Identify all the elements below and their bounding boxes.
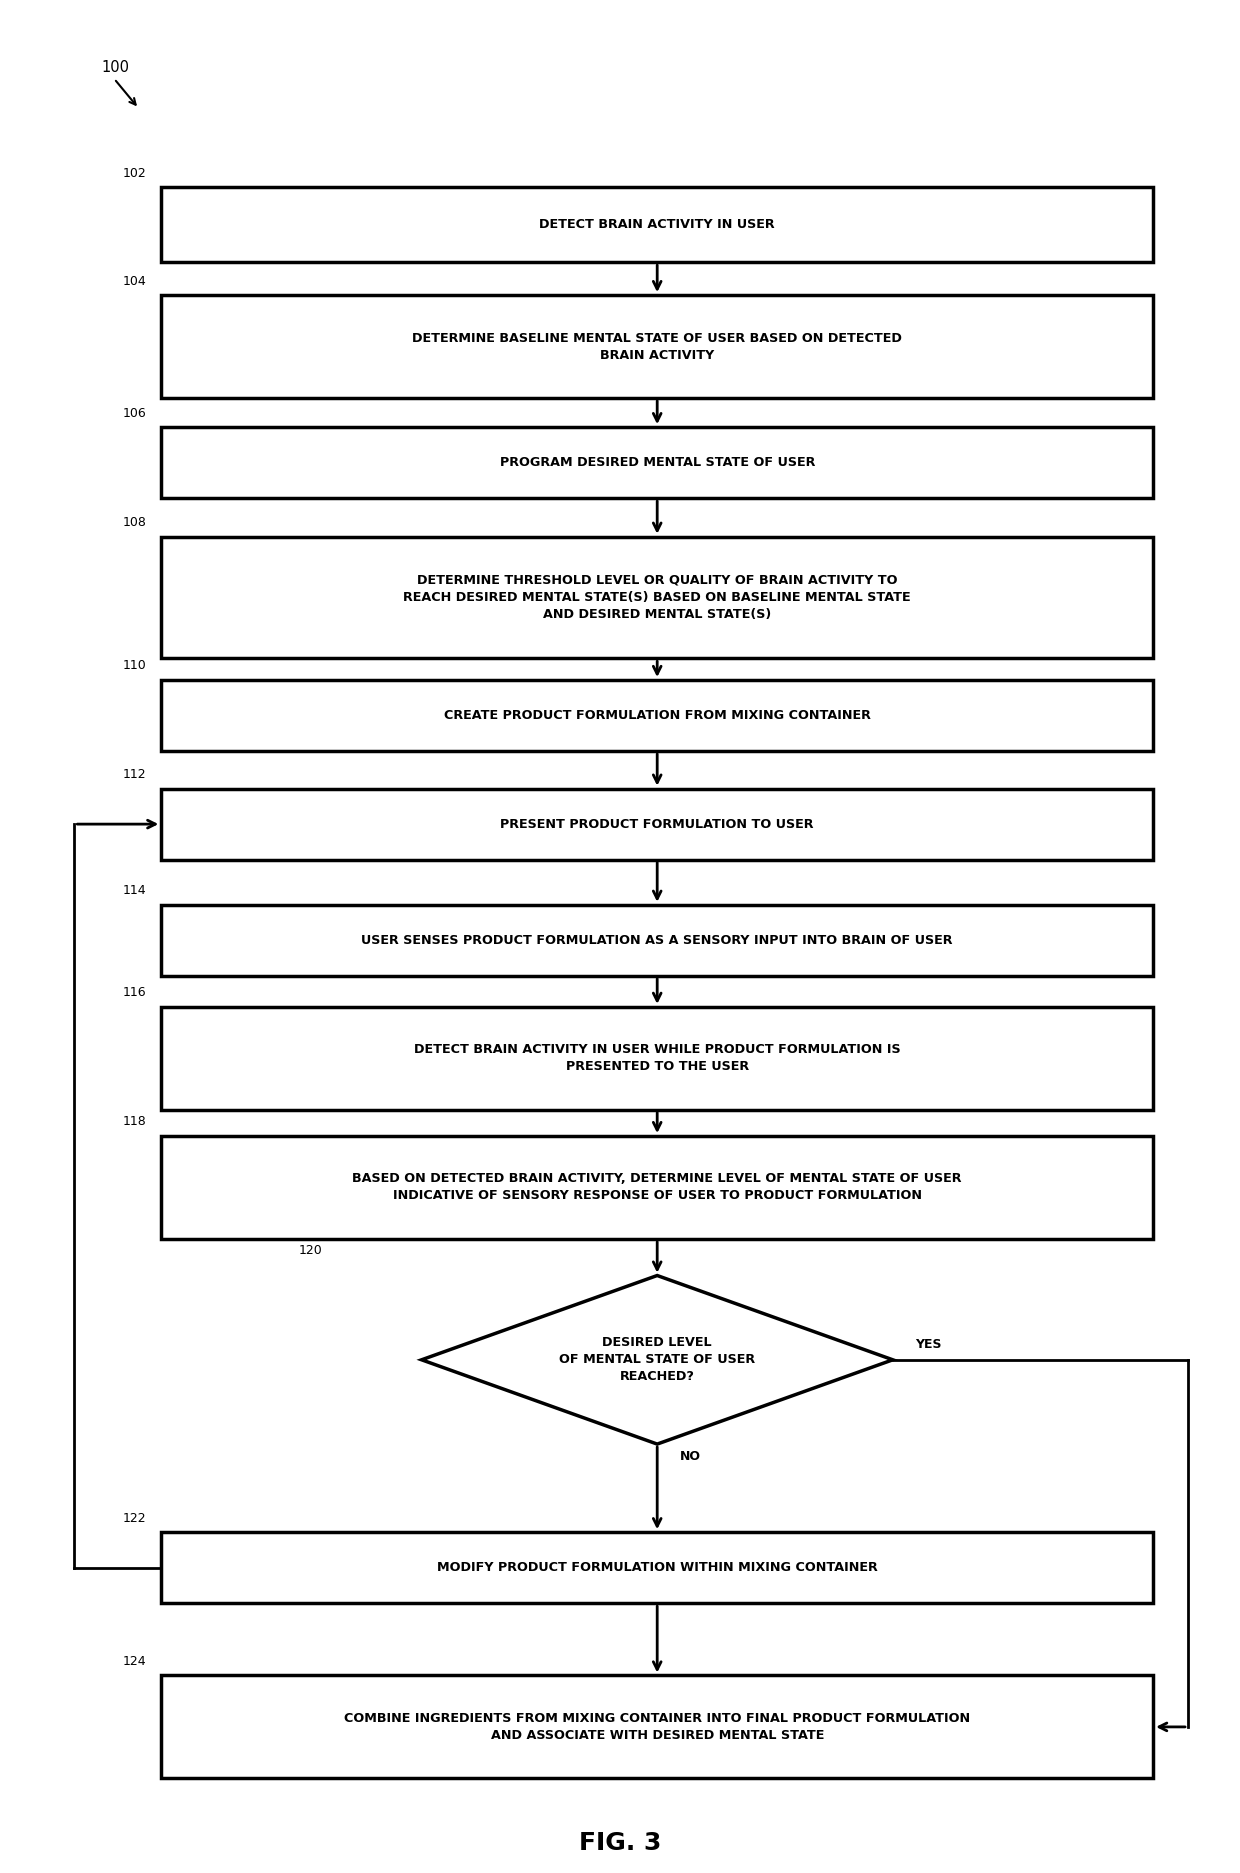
Text: CREATE PRODUCT FORMULATION FROM MIXING CONTAINER: CREATE PRODUCT FORMULATION FROM MIXING C… [444, 710, 870, 721]
Text: NO: NO [680, 1450, 701, 1463]
Text: DESIRED LEVEL
OF MENTAL STATE OF USER
REACHED?: DESIRED LEVEL OF MENTAL STATE OF USER RE… [559, 1335, 755, 1384]
Text: DETERMINE BASELINE MENTAL STATE OF USER BASED ON DETECTED
BRAIN ACTIVITY: DETERMINE BASELINE MENTAL STATE OF USER … [412, 332, 903, 361]
Bar [161, 427, 1153, 498]
Bar [161, 680, 1153, 751]
Bar [161, 789, 1153, 860]
Text: PRESENT PRODUCT FORMULATION TO USER: PRESENT PRODUCT FORMULATION TO USER [501, 819, 813, 830]
Text: 108: 108 [123, 517, 146, 528]
Text: 120: 120 [299, 1244, 322, 1257]
Text: 112: 112 [123, 768, 146, 781]
Text: DETECT BRAIN ACTIVITY IN USER WHILE PRODUCT FORMULATION IS
PRESENTED TO THE USER: DETECT BRAIN ACTIVITY IN USER WHILE PROD… [414, 1043, 900, 1073]
Text: 122: 122 [123, 1512, 146, 1525]
Text: 118: 118 [123, 1116, 146, 1128]
Text: 114: 114 [123, 884, 146, 897]
Bar [161, 1135, 1153, 1240]
Text: 106: 106 [123, 406, 146, 420]
Polygon shape [422, 1276, 893, 1444]
Text: 102: 102 [123, 167, 146, 180]
Bar [161, 187, 1153, 262]
Text: 124: 124 [123, 1656, 146, 1667]
Text: FIG. 3: FIG. 3 [579, 1832, 661, 1854]
Text: DETECT BRAIN ACTIVITY IN USER: DETECT BRAIN ACTIVITY IN USER [539, 219, 775, 230]
Text: 100: 100 [102, 60, 130, 75]
Text: YES: YES [915, 1339, 941, 1350]
Text: MODIFY PRODUCT FORMULATION WITHIN MIXING CONTAINER: MODIFY PRODUCT FORMULATION WITHIN MIXING… [436, 1562, 878, 1573]
Text: 116: 116 [123, 987, 146, 1000]
Text: 110: 110 [123, 659, 146, 672]
Bar [161, 1008, 1153, 1109]
Text: USER SENSES PRODUCT FORMULATION AS A SENSORY INPUT INTO BRAIN OF USER: USER SENSES PRODUCT FORMULATION AS A SEN… [361, 935, 954, 946]
Bar [161, 1532, 1153, 1603]
Text: COMBINE INGREDIENTS FROM MIXING CONTAINER INTO FINAL PRODUCT FORMULATION
AND ASS: COMBINE INGREDIENTS FROM MIXING CONTAINE… [345, 1712, 970, 1742]
Bar [161, 1674, 1153, 1779]
Bar [161, 536, 1153, 657]
Text: 104: 104 [123, 275, 146, 288]
Bar [161, 905, 1153, 976]
Text: BASED ON DETECTED BRAIN ACTIVITY, DETERMINE LEVEL OF MENTAL STATE OF USER
INDICA: BASED ON DETECTED BRAIN ACTIVITY, DETERM… [352, 1172, 962, 1202]
Text: DETERMINE THRESHOLD LEVEL OR QUALITY OF BRAIN ACTIVITY TO
REACH DESIRED MENTAL S: DETERMINE THRESHOLD LEVEL OR QUALITY OF … [403, 573, 911, 622]
Bar [161, 294, 1153, 399]
Text: PROGRAM DESIRED MENTAL STATE OF USER: PROGRAM DESIRED MENTAL STATE OF USER [500, 457, 815, 468]
